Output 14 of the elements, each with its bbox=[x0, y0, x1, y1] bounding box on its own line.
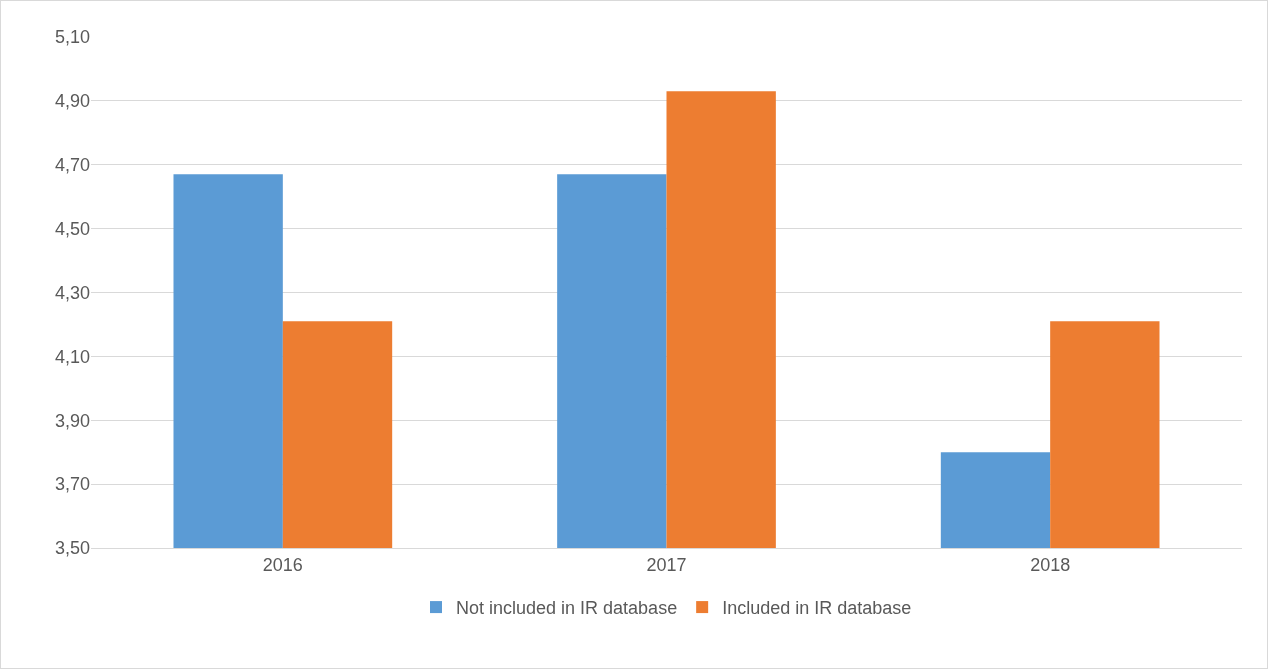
y-tick-label: 4,90 bbox=[54, 91, 90, 112]
legend-label: Included in IR database bbox=[722, 598, 912, 619]
y-tick-label: 5,10 bbox=[54, 27, 90, 48]
y-tick-label: 4,70 bbox=[54, 155, 90, 176]
x-tick-label: 2018 bbox=[1030, 554, 1071, 575]
y-tick-label: 4,10 bbox=[54, 346, 90, 367]
y-tick-label: 3,90 bbox=[54, 410, 90, 431]
y-tick-label: 3,70 bbox=[54, 474, 90, 495]
legend-label: Not included in IR database bbox=[456, 598, 678, 619]
x-tick-label: 2017 bbox=[646, 554, 687, 575]
y-tick-label: 4,30 bbox=[54, 282, 90, 303]
x-tick-label: 2016 bbox=[262, 554, 303, 575]
y-tick-label: 3,50 bbox=[54, 538, 90, 559]
y-tick-label: 4,50 bbox=[54, 218, 90, 239]
